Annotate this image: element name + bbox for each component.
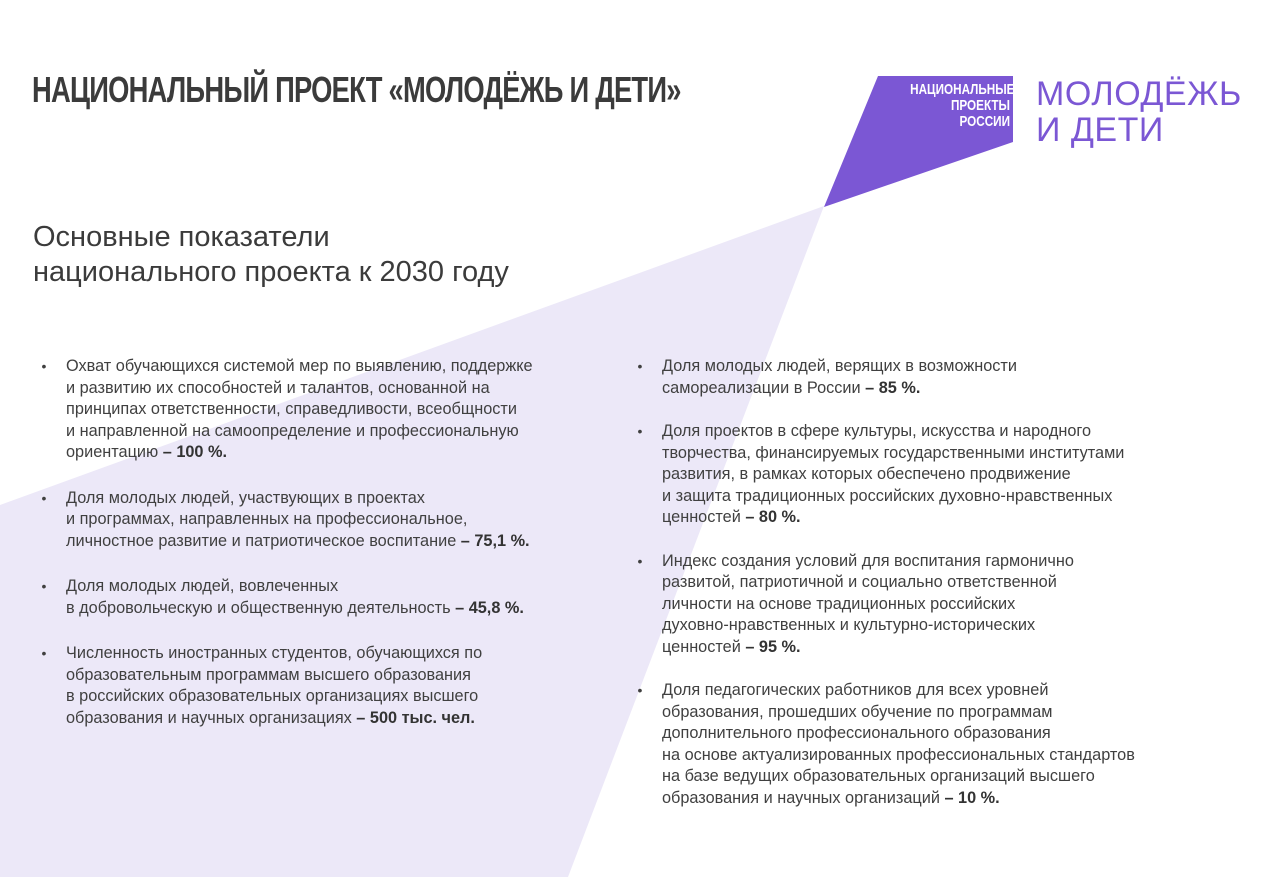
indicator-value: – 75,1 %. — [456, 531, 530, 550]
indicator-text-line: в добровольческую и общественную деятель… — [66, 598, 451, 617]
logo-brand-line: МОЛОДЁЖЬ — [1036, 75, 1242, 113]
indicator-text-line: образовательным программам высшего образ… — [66, 665, 471, 684]
indicator-text-line: образования и научных организаций — [662, 788, 940, 807]
indicator-text-line: Доля проектов в сфере культуры, искусств… — [662, 422, 1092, 440]
indicator-text-line: и программах, направленных на профессион… — [66, 510, 468, 528]
indicator-text-line: образования, прошедших обучение по прогр… — [662, 702, 1053, 721]
indicator-text-line: образования и научных организациях — [66, 708, 352, 727]
indicator-text-line: принципах ответственности, справедливост… — [66, 400, 517, 418]
indicator-value: – 100 %. — [158, 443, 228, 461]
indicator-text-line: и развитию их способностей и талантов, о… — [66, 378, 490, 397]
indicator-text-line: Доля молодых людей, верящих в возможност… — [662, 357, 1017, 375]
indicator-text-line: и направленной на самоопределение и проф… — [66, 421, 519, 440]
indicator-text-line: и защита традиционных российских духовно… — [662, 486, 1113, 505]
logo-brand-text: МОЛОДЁЖЬ И ДЕТИ — [1036, 76, 1242, 148]
indicator-value: – 95 %. — [740, 637, 801, 656]
logo-np-line: ПРОЕКТЫ — [951, 97, 1010, 114]
indicator-item: • Доля педагогических работников для все… — [632, 680, 1212, 809]
logo-brand-line: И ДЕТИ — [1036, 111, 1164, 149]
indicator-text-line: Доля педагогических работников для всех … — [662, 681, 1049, 699]
section-subtitle: Основные показатели национального проект… — [33, 220, 509, 290]
bullet-icon: • — [637, 682, 643, 698]
indicator-item: • Доля проектов в сфере культуры, искусс… — [632, 421, 1212, 529]
indicator-text-line: творчества, финансируемых государственны… — [662, 443, 1125, 462]
indicator-text-line: на базе ведущих образовательных организа… — [662, 767, 1095, 785]
national-project-logo: НАЦИОНАЛЬНЫЕ ПРОЕКТЫ РОССИИ МОЛОДЁЖЬ И Д… — [820, 76, 1250, 211]
subtitle-line: национального проекта к 2030 году — [33, 256, 509, 288]
indicator-value: – 45,8 %. — [450, 598, 524, 617]
indicator-value: – 10 %. — [939, 788, 1000, 807]
logo-purple-shape — [824, 76, 1013, 207]
indicator-value: – 80 %. — [740, 508, 801, 526]
bullet-icon: • — [41, 578, 47, 594]
indicator-text-line: Численность иностранных студентов, обуча… — [66, 644, 483, 662]
indicator-text-line: ценностей — [662, 508, 741, 526]
indicator-text-line: Охват обучающихся системой мер по выявле… — [66, 357, 533, 375]
indicator-item: • Доля молодых людей, верящих в возможно… — [632, 356, 1212, 399]
indicator-text-line: личностное развитие и патриотическое вос… — [66, 531, 457, 550]
subtitle-line: Основные показатели — [33, 221, 330, 253]
bullet-icon: • — [41, 645, 47, 661]
logo-np-line: НАЦИОНАЛЬНЫЕ — [910, 81, 1015, 98]
indicator-item: • Охват обучающихся системой мер по выяв… — [36, 356, 606, 464]
indicator-item: • Доля молодых людей, участвующих в прое… — [36, 488, 606, 553]
indicator-text-line: дополнительного профессионального образо… — [662, 724, 1051, 742]
bullet-icon: • — [41, 358, 47, 374]
indicator-text-line: самореализации в России — [662, 378, 861, 397]
indicator-text-line: развитой, патриотичной и социально ответ… — [662, 573, 1057, 591]
indicator-text-line: Индекс создания условий для воспитания г… — [662, 551, 1074, 570]
indicator-item: • Индекс создания условий для воспитания… — [632, 551, 1212, 659]
indicators-right-column: • Доля молодых людей, верящих в возможно… — [632, 356, 1212, 831]
bullet-icon: • — [41, 489, 47, 506]
bullet-icon: • — [637, 423, 643, 439]
bullet-icon: • — [637, 358, 643, 374]
indicator-item: • Доля молодых людей, вовлеченных в добр… — [36, 576, 606, 619]
indicator-text-line: в российских образовательных организация… — [66, 687, 479, 705]
indicator-text-line: Доля молодых людей, участвующих в проект… — [66, 488, 425, 507]
indicator-text-line: ценностей — [662, 637, 741, 656]
logo-np-line: РОССИИ — [959, 113, 1010, 130]
indicator-text-line: на основе актуализированных профессионал… — [662, 745, 1135, 764]
indicators-left-column: • Охват обучающихся системой мер по выяв… — [36, 356, 606, 753]
logo-national-projects-text: НАЦИОНАЛЬНЫЕ ПРОЕКТЫ РОССИИ — [910, 81, 1015, 130]
bullet-icon: • — [637, 552, 643, 569]
indicator-text-line: духовно-нравственных и культурно-историч… — [662, 616, 1036, 634]
indicator-value: – 85 %. — [860, 378, 921, 397]
indicator-text-line: ориентацию — [66, 443, 159, 461]
indicator-text-line: развития, в рамках которых обеспечено пр… — [662, 465, 1071, 483]
light-beam-shape — [0, 206, 824, 877]
indicator-text-line: личности на основе традиционных российск… — [662, 594, 1016, 613]
page-title: НАЦИОНАЛЬНЫЙ ПРОЕКТ «МОЛОДЁЖЬ И ДЕТИ» — [32, 69, 682, 110]
indicator-item: • Численность иностранных студентов, обу… — [36, 643, 606, 729]
indicator-text-line: Доля молодых людей, вовлеченных — [66, 577, 339, 595]
indicator-value: – 500 тыс. чел. — [351, 708, 475, 727]
